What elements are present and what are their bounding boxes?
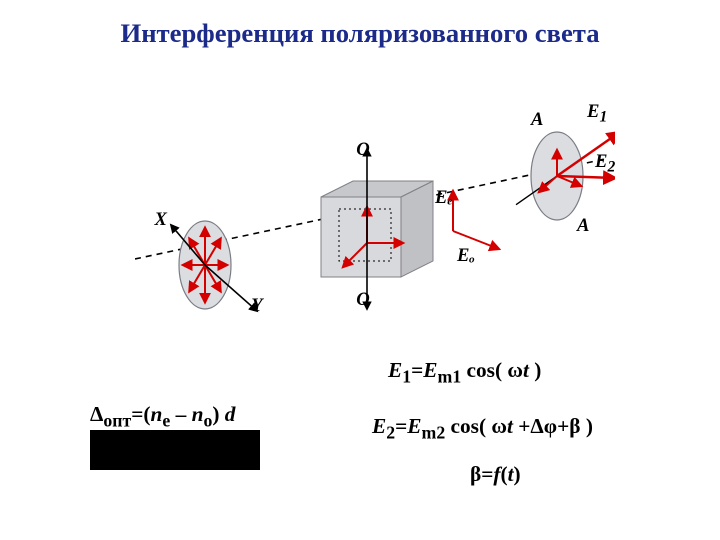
diagram-label: A	[576, 215, 589, 236]
equation-e1: E1=Em1 cos( ωt )	[388, 358, 541, 387]
diagram-label: Eₑ	[434, 187, 453, 208]
diagram-label: O	[356, 139, 369, 160]
diagram-label: A	[530, 109, 543, 130]
page-title: Интерференция поляризованного света	[0, 18, 720, 49]
diagram-label-e1: E1	[587, 101, 607, 127]
optics-diagram: O O X Y Eₑ Eₒ A A	[135, 75, 615, 315]
diagram-label: Y	[251, 295, 264, 315]
equation-delta-opt: Δопт=(ne – no) d	[90, 402, 235, 431]
diagram-label-e2: E2	[595, 151, 615, 177]
diagram-label: Eₒ	[456, 245, 475, 266]
redacted-block	[90, 430, 260, 470]
equation-beta: β=f(t)	[470, 462, 521, 487]
diagram-label: O	[356, 289, 369, 310]
equation-e2: E2=Em2 cos( ωt +Δφ+β )	[372, 414, 593, 443]
crystal-side	[401, 181, 433, 277]
diagram-label: X	[154, 209, 168, 230]
